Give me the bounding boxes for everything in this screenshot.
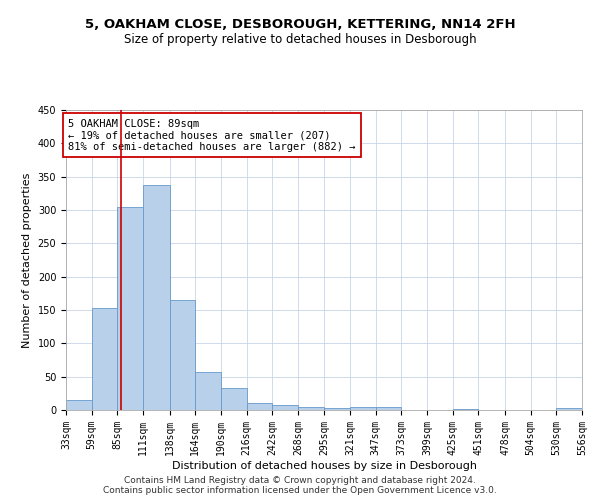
Text: Contains HM Land Registry data © Crown copyright and database right 2024.
Contai: Contains HM Land Registry data © Crown c… xyxy=(103,476,497,495)
Bar xyxy=(556,408,582,410)
Text: 5 OAKHAM CLOSE: 89sqm
← 19% of detached houses are smaller (207)
81% of semi-det: 5 OAKHAM CLOSE: 89sqm ← 19% of detached … xyxy=(68,118,355,152)
Bar xyxy=(376,406,401,410)
Y-axis label: Number of detached properties: Number of detached properties xyxy=(22,172,32,348)
Bar xyxy=(170,300,195,410)
X-axis label: Distribution of detached houses by size in Desborough: Distribution of detached houses by size … xyxy=(172,460,476,470)
Bar xyxy=(143,184,170,410)
Bar xyxy=(66,400,92,410)
Bar xyxy=(325,408,350,410)
Bar xyxy=(221,388,247,410)
Bar xyxy=(350,406,376,410)
Bar xyxy=(247,404,272,410)
Bar xyxy=(92,308,118,410)
Text: 5, OAKHAM CLOSE, DESBOROUGH, KETTERING, NN14 2FH: 5, OAKHAM CLOSE, DESBOROUGH, KETTERING, … xyxy=(85,18,515,30)
Bar xyxy=(195,372,221,410)
Text: Size of property relative to detached houses in Desborough: Size of property relative to detached ho… xyxy=(124,32,476,46)
Bar xyxy=(272,404,298,410)
Bar xyxy=(118,206,143,410)
Bar xyxy=(298,406,325,410)
